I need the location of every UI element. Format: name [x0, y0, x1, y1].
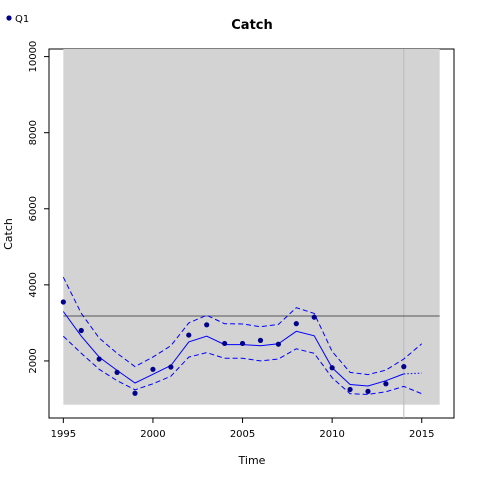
legend: Q1	[6, 14, 29, 25]
legend-marker-q1	[6, 15, 12, 21]
data-point	[257, 337, 264, 343]
data-point	[365, 388, 371, 394]
data-point	[347, 386, 353, 393]
data-point	[383, 381, 389, 387]
y-tick-label: 10000	[28, 41, 39, 73]
data-point	[132, 390, 138, 396]
x-tick-label: 1995	[51, 429, 76, 440]
y-tick-label: 2000	[28, 348, 39, 373]
data-point	[239, 340, 246, 347]
x-tick-label: 2000	[140, 429, 165, 440]
shaded-region	[63, 49, 440, 405]
fitted-line	[62, 311, 404, 387]
data-point	[311, 314, 317, 320]
x-axis-label: Time	[238, 454, 266, 467]
y-tick-label: 8000	[28, 120, 39, 145]
data-point	[168, 364, 174, 370]
data-point	[275, 341, 281, 347]
data-point	[329, 365, 335, 371]
chart-title: Catch	[231, 18, 273, 33]
data-point	[150, 366, 156, 372]
data-point	[222, 340, 228, 347]
x-tick-label: 2010	[319, 429, 344, 440]
data-point	[293, 321, 299, 327]
data-point	[60, 299, 66, 305]
y-tick-label: 4000	[28, 272, 39, 297]
y-axis-label: Catch	[2, 218, 15, 250]
y-tick-label: 6000	[28, 196, 39, 221]
x-tick-label: 2015	[409, 429, 434, 440]
data-point	[186, 332, 192, 338]
upper-interval-line	[62, 276, 423, 376]
forecast-line	[403, 372, 422, 375]
data-point	[114, 369, 120, 375]
x-tick-label: 2005	[230, 429, 255, 440]
data-point	[78, 327, 84, 334]
data-point	[401, 364, 407, 370]
lower-interval-line	[62, 335, 422, 395]
data-point	[204, 322, 210, 328]
legend-label-q1: Q1	[15, 14, 29, 25]
data-point	[96, 356, 102, 362]
